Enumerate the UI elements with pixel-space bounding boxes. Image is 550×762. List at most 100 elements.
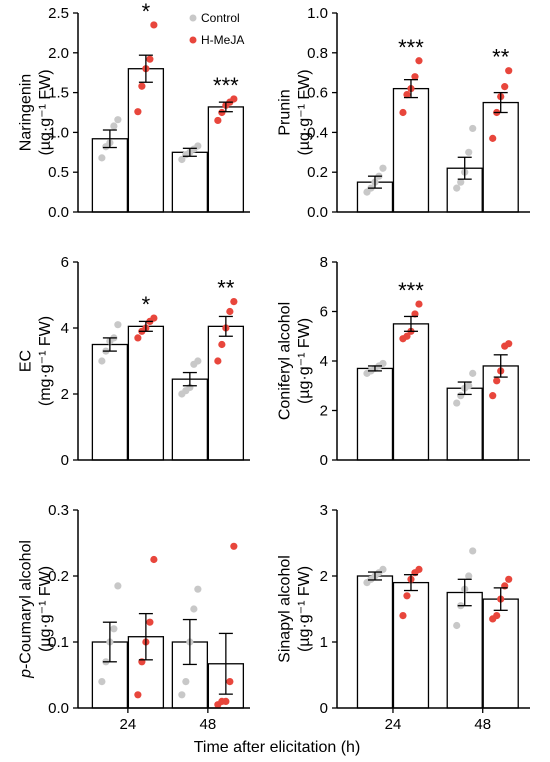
y-tick-label: 3 <box>320 502 328 519</box>
y-axis-title: p-Coumaryl alcohol (µg·g⁻¹ FW) <box>18 540 54 679</box>
significance-label: *** <box>213 73 239 98</box>
data-point <box>138 82 146 90</box>
y-tick-label: 4 <box>61 320 69 337</box>
data-point <box>178 155 186 164</box>
significance-label: ** <box>492 45 510 70</box>
y-axis-title: EC (mg·g⁻¹ FW) <box>18 316 54 406</box>
data-point <box>415 57 423 65</box>
bar-control-48h <box>171 378 209 461</box>
data-point <box>194 357 202 365</box>
y-tick-label: 1 <box>320 634 328 651</box>
data-point <box>469 547 477 555</box>
y-axis-title-line1: p-Coumaryl alcohol <box>18 540 35 679</box>
data-point <box>114 116 122 124</box>
y-tick-label: 1.0 <box>48 124 69 141</box>
bar-h-meja-48h <box>207 106 245 213</box>
data-point <box>114 582 122 590</box>
data-point <box>182 678 190 686</box>
data-point <box>403 592 411 600</box>
x-tick-label: 48 <box>474 716 491 733</box>
data-point <box>415 565 423 574</box>
data-point <box>379 565 387 574</box>
data-point <box>230 95 238 103</box>
data-point <box>110 122 118 130</box>
data-point <box>505 340 513 348</box>
data-point <box>493 612 501 620</box>
bar-h-meja-24h <box>392 323 430 461</box>
legend-label-control: Control <box>201 11 240 25</box>
x-axis-title: Time after elicitation (h) <box>194 739 361 756</box>
data-point <box>226 678 234 686</box>
y-axis-title-line1: EC <box>18 350 35 372</box>
data-point <box>214 116 222 125</box>
bar-control-24h <box>356 367 394 461</box>
y-tick-label: 2.0 <box>48 45 69 62</box>
y-axis-title-line2: (µg·g⁻¹ FW) <box>296 566 313 652</box>
data-point <box>114 321 122 329</box>
data-point <box>146 55 154 63</box>
data-point <box>469 124 477 133</box>
data-point <box>411 73 419 81</box>
y-axis-title-rest: -Coumaryl alcohol <box>18 540 35 669</box>
data-point <box>230 542 238 550</box>
data-point <box>465 572 473 580</box>
bar-control-24h <box>91 343 129 461</box>
data-point <box>465 382 473 390</box>
y-axis-title: Coniferyl alcohol (µg·g⁻¹ FW) <box>277 302 313 420</box>
significance-label: ** <box>217 276 235 301</box>
data-point <box>453 184 461 192</box>
significance-label: *** <box>398 35 424 60</box>
y-tick-label: 0.0 <box>48 700 69 717</box>
data-point <box>218 108 226 117</box>
chart-panel-6: 0 1 2 3 24 48 Sinapyl alcohol (µg·g⁻¹ FW) <box>277 502 530 733</box>
data-point <box>457 392 465 400</box>
data-point <box>98 357 106 365</box>
x-tick-label: 24 <box>120 716 137 733</box>
legend-label-h-meja: H-MeJA <box>201 33 244 47</box>
data-point <box>230 298 238 306</box>
data-point <box>214 357 222 365</box>
y-tick-label: 0.5 <box>48 164 69 181</box>
data-point <box>493 377 501 385</box>
y-tick-label: 0.1 <box>48 634 69 651</box>
legend-marker-h-meja <box>189 36 197 44</box>
data-point <box>226 307 234 316</box>
y-tick-label: 2.5 <box>48 5 69 22</box>
y-tick-label: 1.0 <box>307 5 328 22</box>
y-tick-label: 0 <box>61 452 69 469</box>
y-tick-label: 0.3 <box>48 502 69 519</box>
data-point <box>379 164 387 172</box>
significance-label: * <box>142 292 151 317</box>
y-axis-title-italic: p <box>18 669 35 679</box>
data-point <box>469 369 477 377</box>
data-point <box>501 83 509 91</box>
bar-control-48h <box>446 387 483 461</box>
y-axis-title: Prunin (µg·g⁻¹ FW) <box>277 69 313 155</box>
y-tick-label: 0.4 <box>307 124 328 141</box>
bar-control-24h <box>356 181 394 213</box>
y-axis-title-line1: Coniferyl alcohol <box>277 302 294 420</box>
bar-h-meja-24h <box>392 581 430 709</box>
data-point <box>453 621 461 630</box>
y-axis-title-line2: (µg·g⁻¹ FW) <box>37 69 54 155</box>
y-tick-label: 0.6 <box>307 85 328 102</box>
y-axis-title-line2: (mg·g⁻¹ FW) <box>37 316 54 406</box>
data-point <box>379 359 387 368</box>
data-point <box>98 154 106 162</box>
data-point <box>178 691 186 699</box>
data-point <box>222 697 230 706</box>
y-tick-label: 0.2 <box>48 568 69 585</box>
y-tick-label: 0.2 <box>307 164 328 181</box>
bar-h-meja-48h <box>482 101 519 213</box>
bar-h-meja-48h <box>482 598 519 709</box>
chart-panel-1: 0.0 0.5 1.0 1.5 2.0 2.5 Naringenin (µg·g⁻¹ FW) *… <box>18 0 250 221</box>
data-point <box>453 399 461 407</box>
data-point <box>150 21 158 29</box>
y-tick-label: 6 <box>61 254 69 271</box>
data-point <box>411 310 419 318</box>
data-point <box>110 625 118 633</box>
chart-panel-4: 0 2 4 6 8 Coniferyl alcohol (µg·g⁻¹ FW) *** <box>277 254 530 469</box>
data-point <box>403 332 411 340</box>
legend: Control H-MeJA <box>189 11 244 47</box>
